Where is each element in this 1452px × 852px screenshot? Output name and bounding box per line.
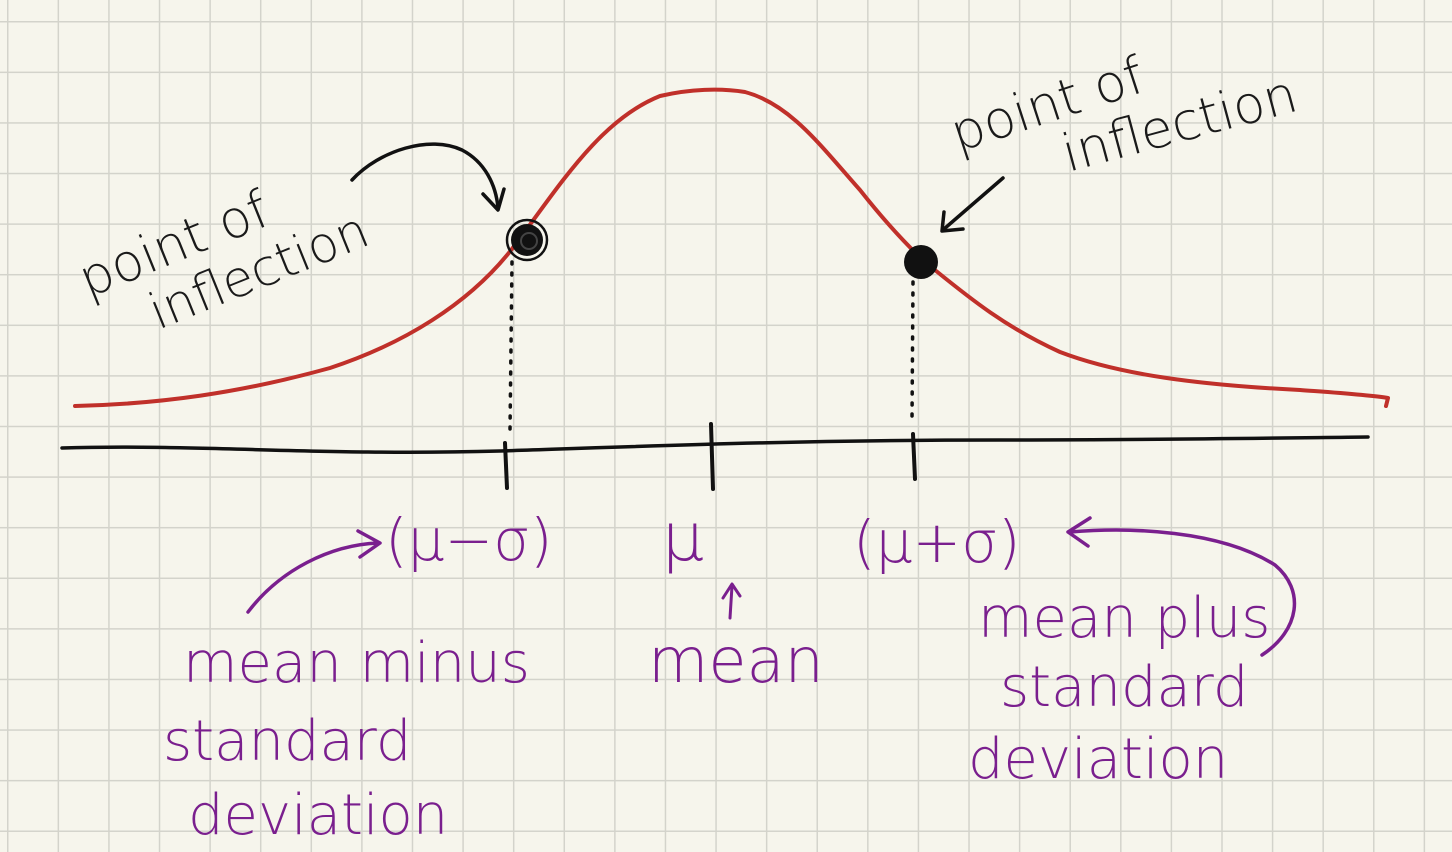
mean-plus-line2: standard [1000,655,1248,720]
arrow-to-mu-plus-sigma [1066,516,1297,657]
dotted-line-left [508,260,514,432]
mean-minus-line2: standard [163,709,411,774]
arrow-to-left-inflection [350,142,506,212]
bell-curve [73,87,1390,408]
mean-label: mean [648,624,824,697]
mu-minus-sigma-label: (μ−σ) [385,506,553,574]
dotted-line-right [910,280,915,422]
inflection-point-right [904,245,938,279]
mean-plus-line1: mean plus [978,586,1270,651]
tick-mu-minus-sigma [503,441,509,490]
mu-plus-sigma-label: (μ+σ) [853,508,1021,576]
arrow-to-right-inflection [940,176,1005,233]
tick-mu [709,422,715,491]
inflection-point-left [505,218,549,262]
arrow-to-mu-minus-sigma [246,529,382,614]
mean-minus-line1: mean minus [183,631,530,696]
x-axis [60,435,1370,454]
arrow-up-to-mu [721,582,742,620]
mean-minus-line3: deviation [188,783,448,848]
mean-plus-line3: deviation [968,727,1228,792]
tick-mu-plus-sigma [911,432,917,481]
mu-label: μ [662,499,704,576]
